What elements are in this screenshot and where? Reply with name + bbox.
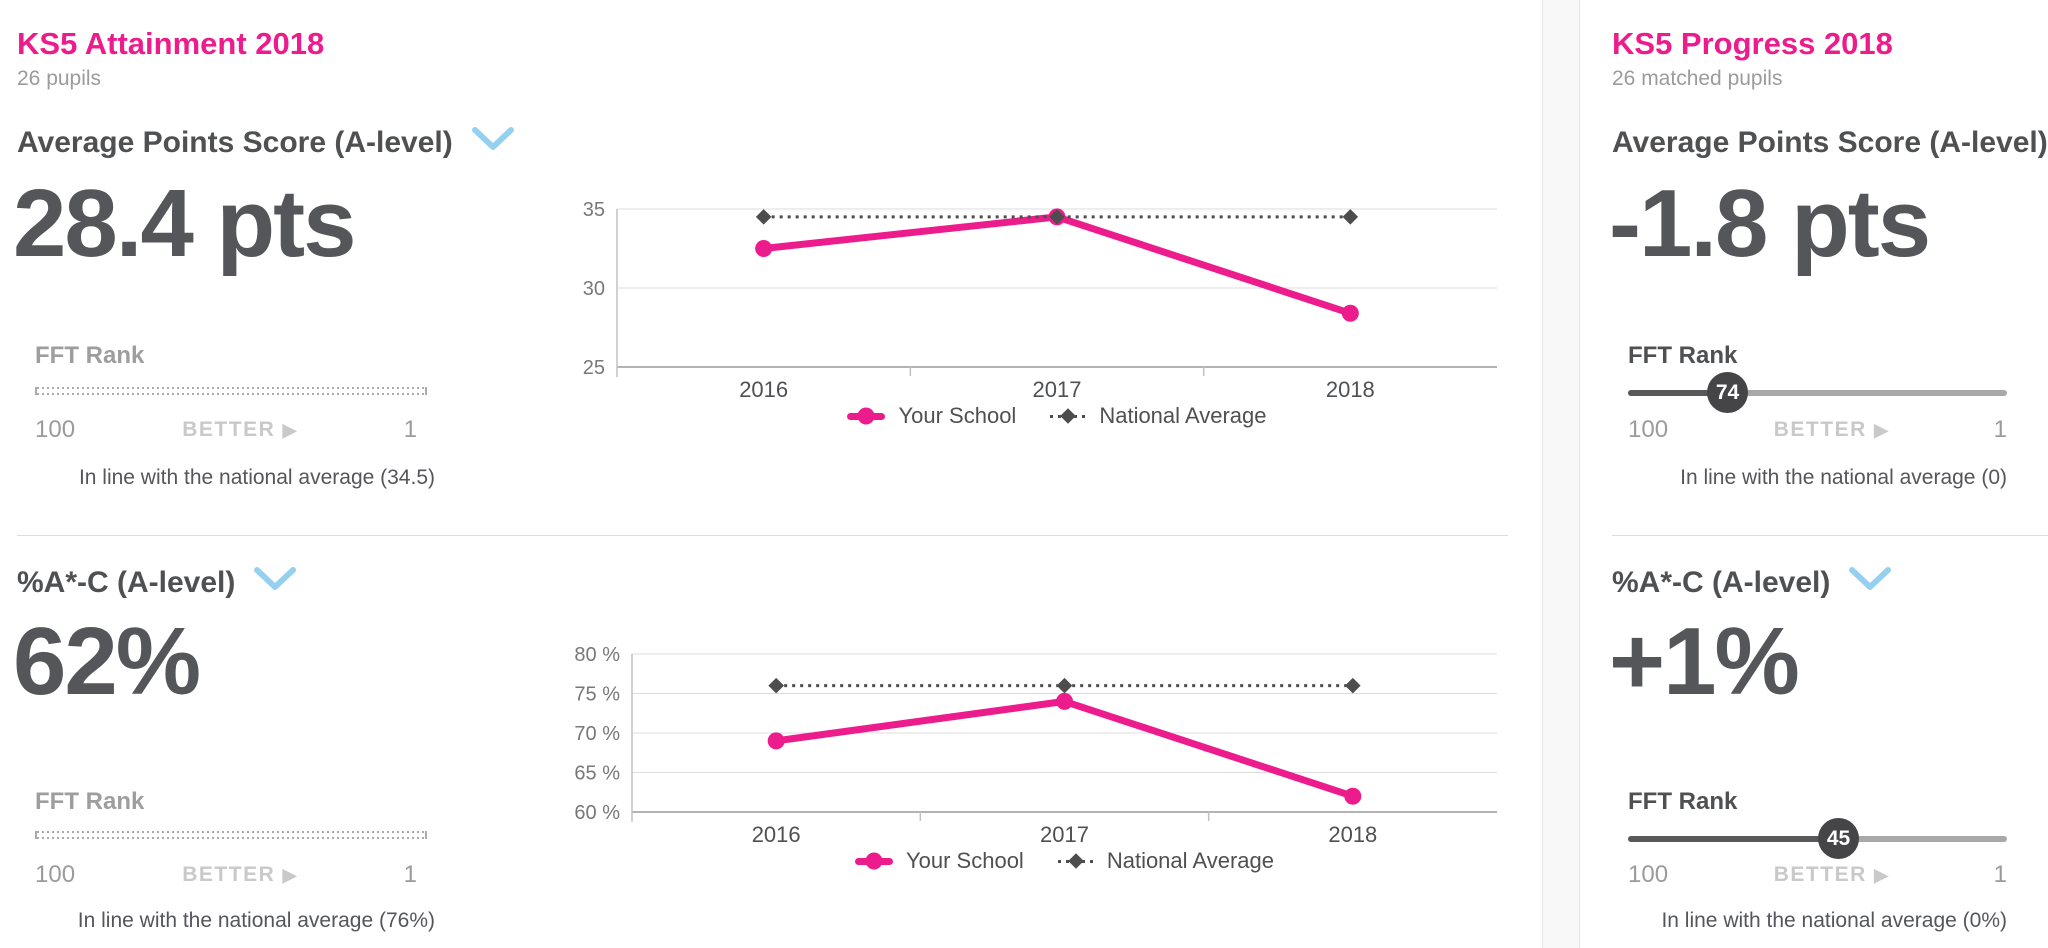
svg-text:25: 25 — [583, 357, 605, 379]
scale-best: 1 — [403, 416, 417, 443]
your-school-legend-marker-icon — [847, 412, 886, 420]
legend-item: Your School — [854, 848, 1024, 874]
metric-value: 62% — [13, 608, 201, 715]
scale-worst: 100 — [1628, 416, 1669, 443]
fft-rank-scale: 100 BETTER ▶ 1 — [1628, 416, 2007, 444]
scale-better-label: BETTER — [1773, 418, 1867, 441]
legend-label: Your School — [905, 848, 1024, 873]
section-divider — [1612, 535, 2048, 536]
svg-text:2017: 2017 — [1033, 377, 1082, 401]
national-average-note: In line with the national average (0%) — [1661, 909, 2007, 932]
fft-rank-label: FFT Rank — [1628, 342, 1738, 369]
national-average-note: In line with the national average (0) — [1680, 466, 2007, 489]
your-school-legend-marker-icon — [854, 857, 893, 865]
metric-dropdown-chevron-icon[interactable] — [1848, 566, 1892, 600]
aps-trend-chart-svg: 25 30 35 2016 2017 2018 — [583, 199, 1497, 402]
fft-rank-slider-handle[interactable]: 45 — [1818, 818, 1860, 859]
fft-rank-track-empty — [35, 831, 427, 839]
fft-rank-scale: 100 BETTER ▶ 1 — [1628, 861, 2007, 889]
svg-text:2018: 2018 — [1326, 377, 1375, 401]
metric-title: %A*-C (A-level) — [17, 566, 236, 599]
national-average-legend-marker-icon — [1057, 859, 1094, 863]
svg-text:75 %: 75 % — [574, 684, 620, 706]
svg-text:2016: 2016 — [739, 377, 788, 401]
svg-text:2017: 2017 — [1040, 822, 1089, 846]
better-arrow-icon: ▶ — [282, 865, 297, 885]
fft-rank-slider-handle[interactable]: 74 — [1707, 372, 1749, 413]
svg-text:2018: 2018 — [1328, 822, 1377, 846]
fft-rank-slider-fill — [1628, 390, 1728, 396]
legend-item: Your School — [847, 403, 1016, 429]
fft-rank-slider-fill — [1628, 836, 1839, 842]
attainment-panel-title: KS5 Attainment 2018 — [17, 26, 325, 61]
aps-trend-chart: 25 30 35 2016 2017 2018 Your School National A… — [560, 195, 1510, 440]
legend-item: National Average — [1050, 403, 1267, 429]
scale-better-label: BETTER — [1773, 863, 1867, 886]
fft-rank-slider[interactable]: 45 — [1628, 818, 2007, 859]
fft-rank-scale: 100 BETTER ▶ 1 — [35, 416, 417, 444]
metric-value: -1.8 pts — [1609, 170, 1931, 277]
attainment-panel-subtitle: 26 pupils — [17, 67, 102, 90]
metric-value: +1% — [1609, 608, 1800, 715]
scale-best: 1 — [1993, 861, 2007, 888]
progress-panel-title: KS5 Progress 2018 — [1612, 26, 1893, 61]
scale-better-label: BETTER — [182, 863, 276, 886]
legend-label: National Average — [1099, 403, 1267, 428]
scale-worst: 100 — [35, 861, 76, 888]
metric-value: 28.4 pts — [13, 170, 357, 277]
svg-text:70 %: 70 % — [574, 723, 620, 745]
fft-rank-track-empty — [35, 387, 427, 395]
scale-worst: 100 — [1628, 861, 1669, 888]
fft-rank-scale: 100 BETTER ▶ 1 — [35, 861, 417, 889]
national-average-legend-marker-icon — [1050, 414, 1087, 418]
better-arrow-icon: ▶ — [282, 420, 297, 440]
chart-legend: Your School National Average — [632, 848, 1497, 874]
panel-divider — [1542, 0, 1580, 948]
fft-rank-slider[interactable]: 74 — [1628, 372, 2007, 413]
aac-trend-chart-svg: 60 % 65 % 70 % 75 % 80 % 2016 2017 2018 — [574, 644, 1497, 847]
svg-text:35: 35 — [583, 199, 605, 221]
svg-text:65 %: 65 % — [574, 763, 620, 785]
legend-item: National Average — [1057, 848, 1274, 874]
metric-title: Average Points Score (A-level) — [1612, 126, 2048, 159]
scale-best: 1 — [1993, 416, 2007, 443]
national-average-note: In line with the national average (76%) — [77, 909, 435, 932]
legend-label: Your School — [898, 403, 1017, 428]
svg-text:80 %: 80 % — [574, 644, 620, 666]
fft-rank-label: FFT Rank — [35, 788, 145, 815]
legend-label: National Average — [1106, 848, 1274, 873]
svg-text:30: 30 — [583, 278, 605, 300]
fft-rank-label: FFT Rank — [35, 342, 145, 369]
metric-title: Average Points Score (A-level) — [17, 126, 453, 159]
svg-text:2016: 2016 — [752, 822, 801, 846]
scale-best: 1 — [403, 861, 417, 888]
scale-worst: 100 — [35, 416, 76, 443]
better-arrow-icon: ▶ — [1874, 865, 1888, 885]
metric-title: %A*-C (A-level) — [1612, 566, 1831, 599]
metric-dropdown-chevron-icon[interactable] — [253, 566, 297, 600]
aac-trend-chart: 60 % 65 % 70 % 75 % 80 % 2016 2017 2018 Your Sc… — [560, 640, 1510, 885]
section-divider — [17, 535, 1508, 536]
better-arrow-icon: ▶ — [1874, 420, 1888, 440]
national-average-note: In line with the national average (34.5) — [78, 466, 435, 489]
svg-text:60 %: 60 % — [574, 802, 620, 824]
progress-panel-subtitle: 26 matched pupils — [1612, 67, 1783, 90]
fft-rank-label: FFT Rank — [1628, 788, 1738, 815]
chart-legend: Your School National Average — [617, 403, 1497, 429]
metric-dropdown-chevron-icon[interactable] — [471, 126, 515, 160]
scale-better-label: BETTER — [182, 418, 276, 441]
